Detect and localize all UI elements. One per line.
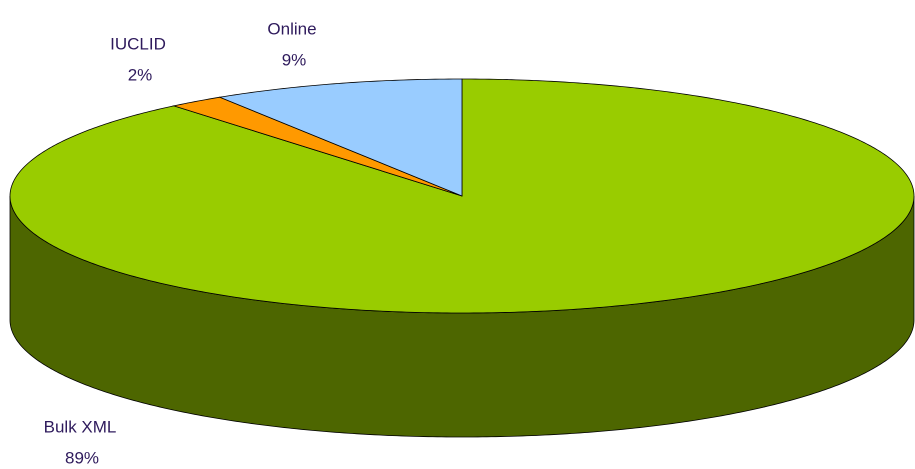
slice-value-label: 2% (128, 65, 153, 84)
slice-value-label: 9% (282, 50, 307, 69)
slice-value-label: 89% (65, 448, 99, 467)
slice (9, 78, 915, 314)
slice (172, 96, 463, 197)
slice-label: IUCLID (110, 34, 166, 53)
slice (218, 78, 463, 197)
slice-label: Bulk XML (44, 417, 117, 436)
slice-label: Online (267, 19, 316, 38)
